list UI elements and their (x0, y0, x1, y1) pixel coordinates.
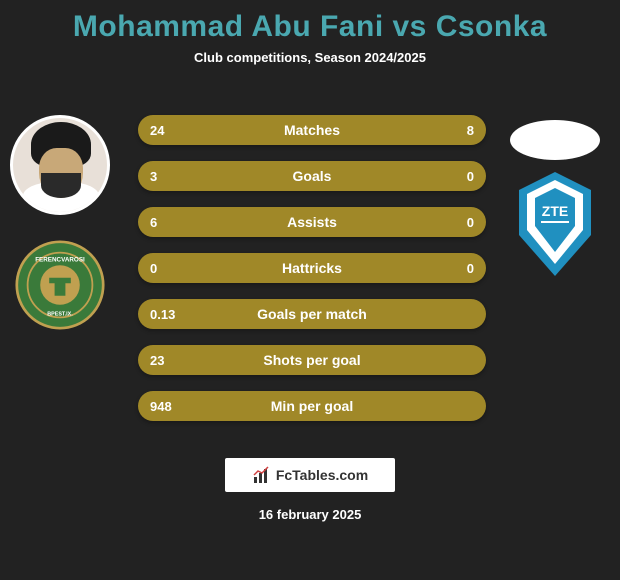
zte-badge-icon: ZTE (515, 170, 595, 280)
stat-left-value: 0 (150, 261, 157, 276)
stat-row-matches: 24 Matches 8 (138, 115, 486, 145)
stat-left-value: 6 (150, 215, 157, 230)
stat-left-value: 24 (150, 123, 164, 138)
stat-left-value: 948 (150, 399, 172, 414)
stat-left-value: 0.13 (150, 307, 175, 322)
footer-logo: FcTables.com (225, 458, 395, 492)
player2-avatar-placeholder (510, 120, 600, 160)
svg-text:BPEST.IX.: BPEST.IX. (47, 312, 73, 318)
stat-row-assists: 6 Assists 0 (138, 207, 486, 237)
stat-label: Goals (138, 168, 486, 184)
stat-row-goals-per-match: 0.13 Goals per match (138, 299, 486, 329)
stat-label: Hattricks (138, 260, 486, 276)
stat-row-min-per-goal: 948 Min per goal (138, 391, 486, 421)
footer-site-name: FcTables.com (276, 467, 368, 483)
player2-club-badge: ZTE (515, 170, 595, 280)
stat-label: Assists (138, 214, 486, 230)
player1-club-badge: FERENCVAROSI BPEST.IX. (15, 240, 105, 330)
comparison-content: FERENCVAROSI BPEST.IX. ZTE 24 Matches 8 … (0, 115, 620, 421)
player1-avatar (10, 115, 110, 215)
page-title: Mohammad Abu Fani vs Csonka (0, 0, 620, 44)
stat-label: Goals per match (138, 306, 486, 322)
stat-row-goals: 3 Goals 0 (138, 161, 486, 191)
subtitle: Club competitions, Season 2024/2025 (0, 50, 620, 65)
stat-label: Min per goal (138, 398, 486, 414)
footer-date: 16 february 2025 (0, 507, 620, 522)
ferencvaros-badge-icon: FERENCVAROSI BPEST.IX. (15, 240, 105, 330)
chart-icon (252, 465, 272, 485)
stat-right-value: 0 (467, 215, 474, 230)
stat-label: Shots per goal (138, 352, 486, 368)
stat-row-shots-per-goal: 23 Shots per goal (138, 345, 486, 375)
stat-label: Matches (138, 122, 486, 138)
stats-container: 24 Matches 8 3 Goals 0 6 Assists 0 0 Hat… (138, 115, 486, 421)
stat-right-value: 8 (467, 123, 474, 138)
svg-text:ZTE: ZTE (542, 203, 568, 219)
stat-row-hattricks: 0 Hattricks 0 (138, 253, 486, 283)
stat-left-value: 3 (150, 169, 157, 184)
stat-left-value: 23 (150, 353, 164, 368)
stat-right-value: 0 (467, 261, 474, 276)
svg-text:FERENCVAROSI: FERENCVAROSI (35, 257, 85, 264)
stat-right-value: 0 (467, 169, 474, 184)
